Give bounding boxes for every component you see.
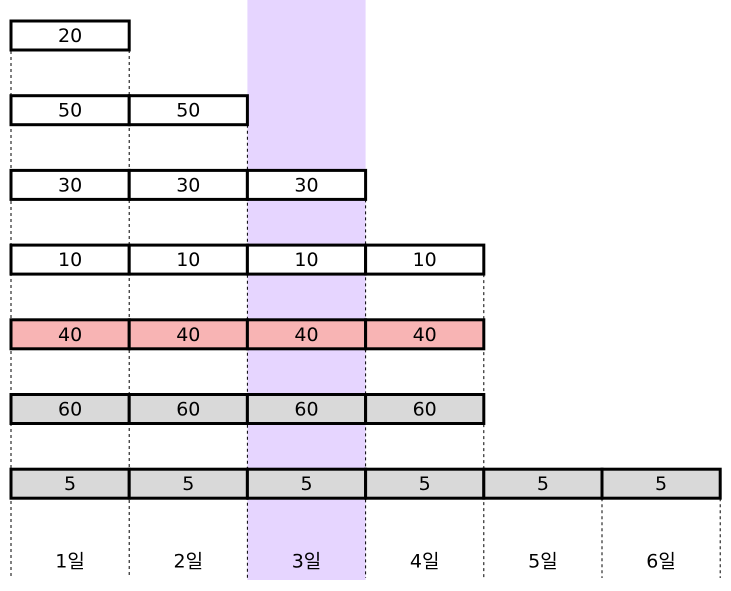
cell-value: 5 <box>182 473 194 495</box>
cell-value: 5 <box>419 473 431 495</box>
cell-box <box>245 168 368 201</box>
cell-box <box>364 318 486 351</box>
cell-value: 10 <box>413 249 437 271</box>
cell-value: 10 <box>294 249 318 271</box>
cell-value: 30 <box>58 174 82 196</box>
cell-box <box>127 467 249 500</box>
cell-box <box>364 243 486 276</box>
cell-value: 40 <box>176 324 200 346</box>
day-label: 3일 <box>292 551 322 573</box>
day-label: 2일 <box>174 551 204 573</box>
cell-box <box>364 393 486 425</box>
cell-box <box>127 94 249 127</box>
day-label: 6일 <box>646 551 676 573</box>
cell-value: 10 <box>58 249 82 271</box>
cell-value: 40 <box>294 324 318 346</box>
cell-box <box>9 19 131 52</box>
cell-box <box>9 467 131 500</box>
cell-value: 40 <box>413 324 437 346</box>
cell-value: 60 <box>294 399 318 421</box>
day-label: 5일 <box>528 551 558 573</box>
cell-box <box>127 393 249 425</box>
cell-value: 30 <box>294 174 318 196</box>
cell-box <box>245 318 368 351</box>
cell-value: 50 <box>176 100 200 122</box>
cell-value: 10 <box>176 249 200 271</box>
cell-box <box>600 467 722 500</box>
cell-value: 30 <box>176 174 200 196</box>
cell-box <box>9 168 131 201</box>
cell-value: 60 <box>176 399 200 421</box>
cell-value: 50 <box>58 100 82 122</box>
cell-value: 20 <box>58 25 82 47</box>
cell-value: 5 <box>300 473 312 495</box>
cell-box <box>245 393 368 425</box>
cell-value: 40 <box>58 324 82 346</box>
cell-box <box>482 467 604 500</box>
cell-value: 5 <box>655 473 667 495</box>
cell-value: 60 <box>413 399 437 421</box>
cell-box <box>127 168 249 201</box>
cell-value: 5 <box>64 473 76 495</box>
day-label: 4일 <box>410 551 440 573</box>
cell-value: 60 <box>58 399 82 421</box>
day-label: 1일 <box>55 551 85 573</box>
cell-value: 5 <box>537 473 549 495</box>
cell-box <box>245 467 368 500</box>
